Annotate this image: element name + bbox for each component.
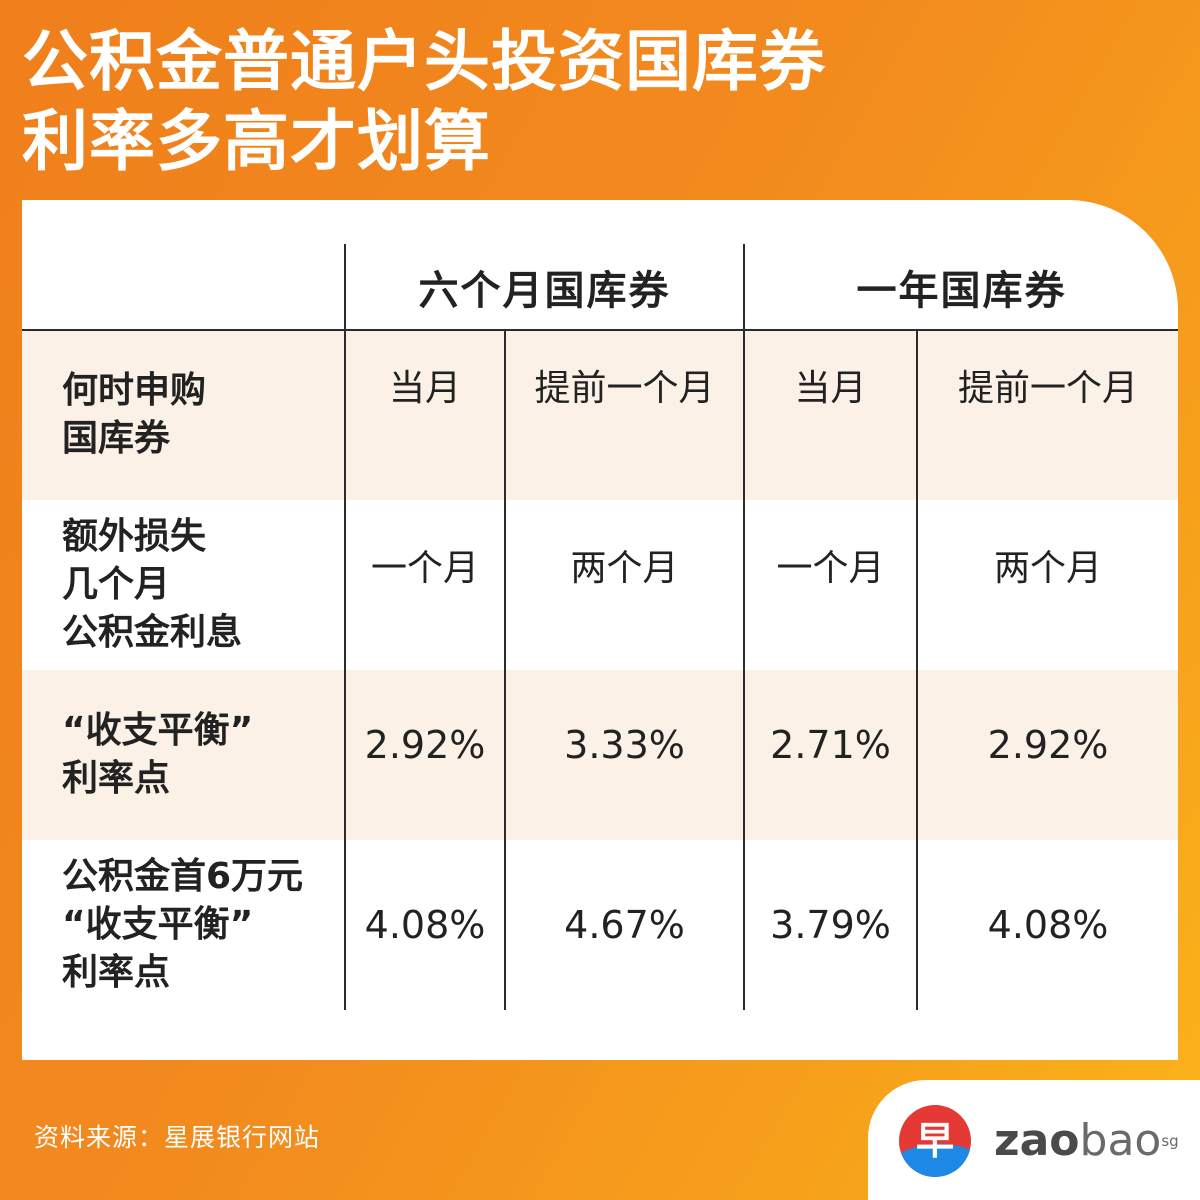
- row-label-lost-interest: 额外损失 几个月 公积金利息: [62, 500, 362, 670]
- table-cell: 3.79%: [770, 903, 891, 947]
- divider-group: [743, 244, 745, 1010]
- divider-6m: [504, 330, 506, 1010]
- table-cell: 2.92%: [987, 723, 1109, 767]
- table-cell: 2.71%: [770, 723, 891, 767]
- label-line: 公积金利息: [62, 612, 243, 653]
- page-title: 公积金普通户头投资国库券 利率多高才划算: [22, 22, 826, 182]
- table-cell: 当月: [794, 368, 867, 409]
- logo-wordmark: zaobaosg: [994, 1114, 1179, 1168]
- divider-1y: [916, 330, 918, 1010]
- row-label-breakeven: “收支平衡” 利率点: [62, 670, 362, 840]
- table-cell: 3.33%: [564, 723, 685, 767]
- row-label-when-buy: 何时申购 国库券: [62, 330, 362, 500]
- title-line-2: 利率多高才划算: [22, 103, 491, 180]
- table-cell: 4.08%: [987, 903, 1109, 947]
- row-band-1: [22, 330, 1178, 500]
- zaobao-logo[interactable]: 早 zaobaosg: [868, 1080, 1200, 1200]
- table-card: 六个月国库券 一年国库券 何时申购 国库券 额外损失 几个月 公积金利息 “收支…: [22, 200, 1178, 1060]
- label-line: “收支平衡”: [62, 710, 254, 751]
- table-cell: 4.67%: [564, 903, 685, 947]
- label-line: 利率点: [62, 758, 171, 799]
- table-cell: 一个月: [776, 548, 885, 589]
- table-cell: 4.08%: [364, 903, 486, 947]
- row-band-3: [22, 670, 1178, 840]
- table-cell: 一个月: [370, 548, 479, 589]
- label-line: 公积金首6万元: [62, 856, 304, 897]
- logo-bao: bao: [1079, 1115, 1162, 1166]
- table-cell: 提前一个月: [957, 368, 1138, 409]
- row-label-breakeven-first-60k: 公积金首6万元 “收支平衡” 利率点: [62, 840, 362, 1010]
- header-one-year: 一年国库券: [856, 268, 1067, 314]
- source-note: 资料来源：星展银行网站: [34, 1123, 321, 1152]
- header-divider: [22, 329, 1178, 331]
- table-cell: 两个月: [993, 548, 1102, 589]
- header-six-month: 六个月国库券: [418, 268, 671, 314]
- table-cell: 当月: [388, 368, 461, 409]
- divider-label: [344, 244, 346, 1010]
- label-line: 几个月: [62, 564, 171, 605]
- label-line: 利率点: [62, 952, 171, 993]
- logo-zao: zao: [994, 1115, 1080, 1166]
- label-line: 何时申购: [62, 370, 207, 411]
- logo-sg: sg: [1161, 1132, 1179, 1150]
- table-cell: 提前一个月: [534, 368, 715, 409]
- label-line: “收支平衡”: [62, 904, 254, 945]
- label-line: 额外损失: [62, 516, 207, 557]
- label-line: 国库券: [62, 418, 171, 459]
- table-cell: 两个月: [570, 548, 679, 589]
- table-cell: 2.92%: [364, 723, 486, 767]
- logo-mark-text: 早: [916, 1119, 954, 1163]
- title-line-1: 公积金普通户头投资国库券: [22, 23, 826, 100]
- zaobao-logo-icon: 早: [899, 1105, 971, 1177]
